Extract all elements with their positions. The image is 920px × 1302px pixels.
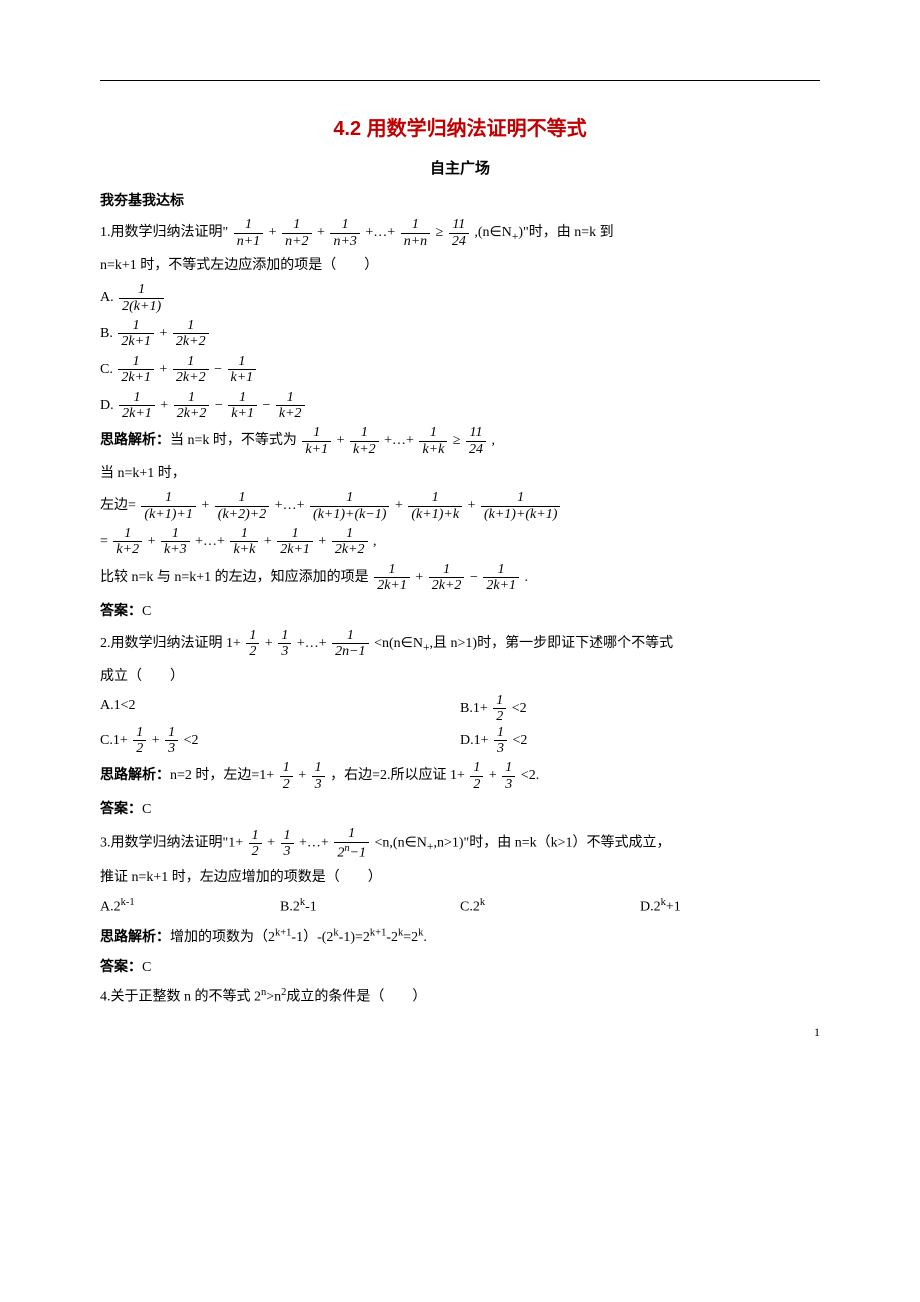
q3-stem-line2: 推证 n=k+1 时，左边应增加的项数是（ ） — [100, 865, 820, 890]
q3-explanation: 思路解析：增加的项数为（2k+1-1）-(2k-1)=2k+1-2k=2k. — [100, 924, 820, 950]
q1-option-a: A. 12(k+1) — [100, 282, 820, 314]
q2-stem-line2: 成立（ ） — [100, 664, 820, 689]
q2-option-a: A.1<2 — [100, 693, 460, 725]
q1-explanation-3: 左边= 1(k+1)+1 + 1(k+2)+2 +…+ 1(k+1)+(k−1)… — [100, 490, 820, 522]
q4-stem: 4.关于正整数 n 的不等式 2n>n2成立的条件是（ ） — [100, 984, 820, 1010]
q1-answer: 答案：C — [100, 598, 820, 624]
q1-option-d: D. 12k+1 + 12k+2 − 1k+1 − 1k+2 — [100, 390, 820, 422]
page-title: 4.2 用数学归纳法证明不等式 — [100, 111, 820, 147]
q3-stem-line1: 3.用数学归纳法证明"1+ 12 + 13 +…+ 12n−1 <n,(n∈N+… — [100, 826, 820, 860]
q1-option-c: C. 12k+1 + 12k+2 − 1k+1 — [100, 354, 820, 386]
q2-options-row2: C.1+ 12 + 13 <2 D.1+ 13 <2 — [100, 725, 820, 757]
q1-explanation-5: 比较 n=k 与 n=k+1 的左边，知应添加的项是 12k+1 + 12k+2… — [100, 562, 820, 594]
q1-option-b: B. 12k+1 + 12k+2 — [100, 318, 820, 350]
q1-explanation-4: = 1k+2 + 1k+3 +…+ 1k+k + 12k+1 + 12k+2 , — [100, 526, 820, 558]
q2-explanation: 思路解析：n=2 时，左边=1+ 12 + 13 ，右边=2.所以应证 1+ 1… — [100, 760, 820, 792]
q2-option-d: D.1+ 13 <2 — [460, 725, 820, 757]
q1-stem-line2: n=k+1 时，不等式左边应添加的项是（ ） — [100, 253, 820, 278]
subtitle: 自主广场 — [100, 155, 820, 182]
q3-answer: 答案：C — [100, 954, 820, 980]
q2-option-b: B.1+ 12 <2 — [460, 693, 820, 725]
page-number: 1 — [814, 1022, 820, 1044]
q1-stem-line1: 1.用数学归纳法证明" 1n+1 + 1n+2 + 1n+3 +…+ 1n+n … — [100, 217, 820, 249]
q3-options: A.2k-1 B.2k-1 C.2k D.2k+1 — [100, 894, 820, 920]
q2-stem-line1: 2.用数学归纳法证明 1+ 12 + 13 +…+ 12n−1 <n(n∈N+,… — [100, 628, 820, 660]
q2-options-row1: A.1<2 B.1+ 12 <2 — [100, 693, 820, 725]
top-rule — [100, 80, 820, 81]
q2-option-c: C.1+ 12 + 13 <2 — [100, 725, 460, 757]
q2-answer: 答案：C — [100, 796, 820, 822]
q1-explanation-2: 当 n=k+1 时， — [100, 461, 820, 486]
section-heading: 我夯基我达标 — [100, 188, 820, 213]
q1-explanation-1: 思路解析：当 n=k 时，不等式为 1k+1 + 1k+2 +…+ 1k+k ≥… — [100, 425, 820, 457]
